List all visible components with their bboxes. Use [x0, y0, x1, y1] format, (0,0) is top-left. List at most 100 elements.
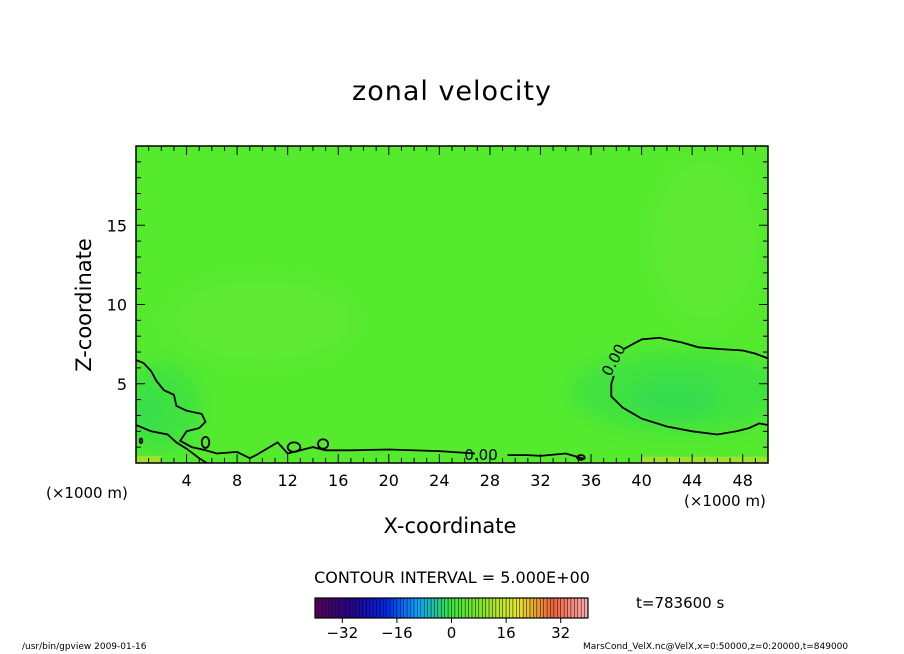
colorbar-segment: [485, 598, 490, 618]
colorbar-segment: [516, 598, 521, 618]
y-tick-label: 5: [117, 375, 127, 394]
colorbar-segment: [431, 598, 435, 618]
colorbar-tick-label: 0: [447, 624, 457, 642]
x-tick-label: 24: [429, 471, 449, 490]
colorbar-segment: [390, 598, 394, 618]
colorbar-segment: [424, 598, 428, 618]
colorbar-segment: [413, 598, 418, 618]
time-label: t=783600 s: [636, 594, 725, 612]
colorbar-segment: [366, 598, 370, 618]
y-tick-label: 10: [107, 296, 127, 315]
x-tick-label: 4: [181, 471, 191, 490]
colorbar-tick-label: 16: [497, 624, 516, 642]
colorbar-segment: [564, 598, 568, 618]
colorbar-segment: [407, 598, 411, 618]
colorbar-segment: [369, 598, 374, 618]
colorbar-segment: [417, 598, 422, 618]
colorbar-segment: [379, 598, 384, 618]
colorbar-tick-label: −32: [326, 624, 358, 642]
colorbar-segment: [577, 598, 582, 618]
colorbar-segment: [492, 598, 497, 618]
colorbar-segment: [359, 598, 364, 618]
y-axis-label: Z-coordinate: [72, 238, 96, 372]
colorbar-segment: [434, 598, 439, 618]
colorbar-segment: [468, 598, 473, 618]
colorbar-segment: [543, 598, 548, 618]
colorbar-segment: [533, 598, 538, 618]
heatmap-field: [136, 161, 768, 463]
colorbar-segment: [345, 598, 350, 618]
x-tick-label: 32: [530, 471, 550, 490]
colorbar-segment: [325, 598, 329, 618]
x-tick-label: 44: [682, 471, 702, 490]
colorbar-segment: [567, 598, 572, 618]
colorbar-segment: [547, 598, 551, 618]
colorbar-segment: [502, 598, 507, 618]
x-tick-label: 8: [232, 471, 242, 490]
heatmap-cell: [136, 362, 202, 453]
colorbar-segment: [352, 598, 357, 618]
colorbar-segment: [396, 598, 401, 618]
colorbar-segment: [441, 598, 445, 618]
contour-line: [610, 375, 768, 436]
x-tick-label: 16: [328, 471, 348, 490]
colorbar-segment: [342, 598, 347, 618]
x-tick-label: 36: [581, 471, 601, 490]
colorbar-segment: [489, 598, 493, 618]
colorbar-segment: [553, 598, 558, 618]
colorbar-segment: [478, 598, 483, 618]
colorbar-segment: [523, 598, 527, 618]
colorbar-tick-label: 32: [551, 624, 570, 642]
colorbar-segment: [448, 598, 452, 618]
x-axis-unit-left: (×1000 m): [46, 484, 128, 502]
contour-line: [286, 441, 302, 453]
colorbar-tick-label: −16: [381, 624, 413, 642]
colorbar-segment: [550, 598, 555, 618]
contour-line: [317, 438, 330, 450]
contour-line: [138, 437, 144, 445]
colorbar: −32 −16 0 16 32: [314, 597, 589, 642]
contour-label: 0.00: [464, 446, 497, 464]
colorbar-segment: [427, 598, 432, 618]
colorbar-segment: [335, 598, 340, 618]
x-tick-label: 20: [379, 471, 399, 490]
x-tick-label: 12: [278, 471, 298, 490]
colorbar-segment: [349, 598, 353, 618]
heatmap-cell: [172, 280, 353, 361]
colorbar-segment: [458, 598, 463, 618]
colorbar-segment: [338, 598, 343, 618]
colorbar-segment: [495, 598, 500, 618]
colorbar-segment: [461, 598, 466, 618]
colorbar-segment: [332, 598, 336, 618]
colorbar-segment: [512, 598, 517, 618]
footer-left: /usr/bin/gpview 2009-01-16: [22, 642, 147, 652]
colorbar-segment: [574, 598, 579, 618]
colorbar-segment: [509, 598, 514, 618]
colorbar-segment: [328, 598, 333, 618]
x-axis-unit-right: (×1000 m): [684, 492, 766, 510]
colorbar-segment: [400, 598, 405, 618]
colorbar-segment: [570, 598, 575, 618]
colorbar-segment: [482, 598, 486, 618]
colorbar-segment: [581, 598, 585, 618]
colorbar-segment: [386, 598, 391, 618]
colorbar-segment: [393, 598, 398, 618]
colorbar-segment: [465, 598, 469, 618]
contour-line: [136, 359, 475, 460]
colorbar-segment: [355, 598, 360, 618]
colorbar-segment: [376, 598, 381, 618]
colorbar-segment: [499, 598, 503, 618]
contour-interval-label: CONTOUR INTERVAL = 5.000E+00: [314, 568, 590, 587]
x-tick-label: 40: [631, 471, 651, 490]
colorbar-segment: [383, 598, 387, 618]
colorbar-segment: [451, 598, 456, 618]
colorbar-segment: [362, 598, 367, 618]
colorbar-segment: [584, 598, 589, 618]
colorbar-segment: [557, 598, 561, 618]
colorbar-segment: [540, 598, 544, 618]
x-tick-label: 28: [480, 471, 500, 490]
colorbar-segment: [529, 598, 534, 618]
contour-line: [576, 454, 586, 461]
chart-title: zonal velocity: [352, 76, 552, 107]
